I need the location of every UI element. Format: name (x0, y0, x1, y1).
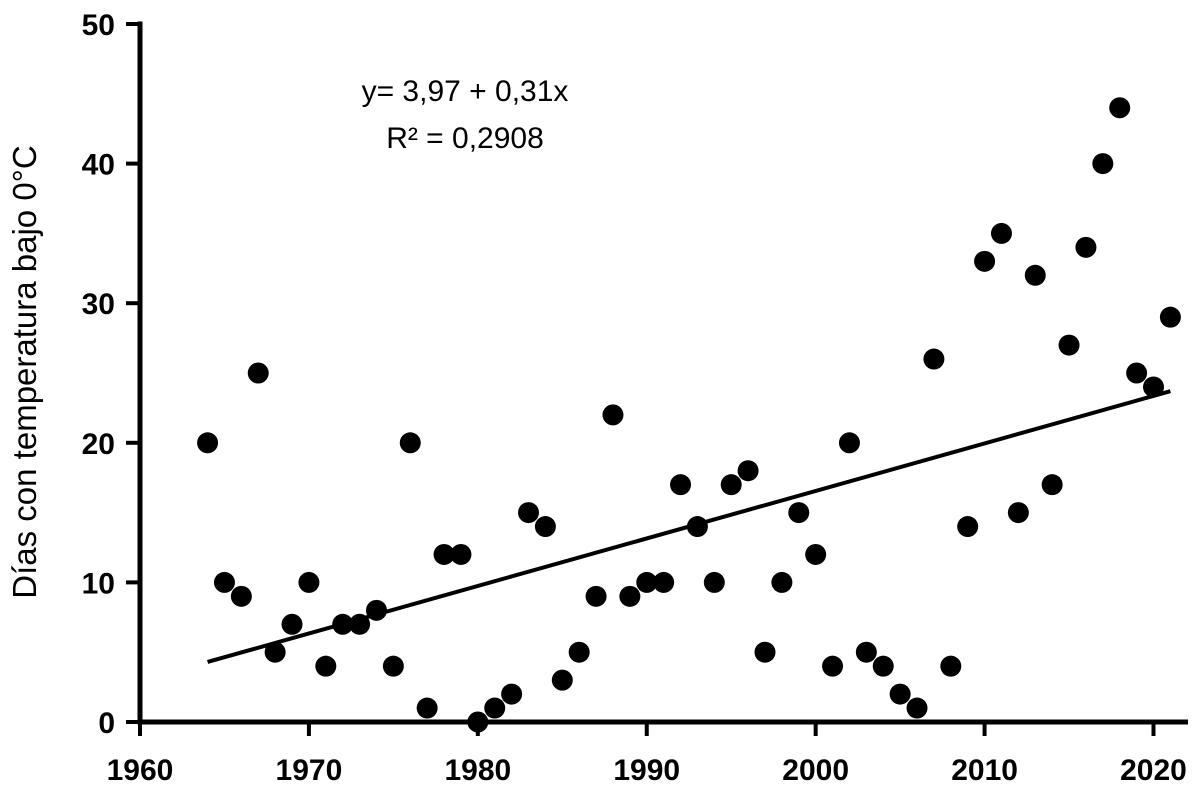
data-point (1041, 474, 1063, 496)
data-point (889, 683, 911, 705)
data-point (450, 543, 472, 565)
data-point (315, 655, 337, 677)
data-point (838, 432, 860, 454)
y-tick-label: 0 (98, 707, 115, 740)
data-point (501, 683, 523, 705)
data-point (365, 599, 387, 621)
x-tick-label: 2000 (782, 754, 849, 787)
data-point (906, 697, 928, 719)
data-point (349, 613, 371, 635)
y-axis-label: Días con temperatura bajo 0°C (6, 145, 43, 598)
data-point (1024, 264, 1046, 286)
data-point (1159, 306, 1181, 328)
regression-equation: y= 3,97 + 0,31x (362, 75, 569, 108)
data-point (484, 697, 506, 719)
data-point (467, 711, 489, 733)
data-point (855, 641, 877, 663)
data-point (788, 502, 810, 524)
data-point (399, 432, 421, 454)
data-point (602, 404, 624, 426)
data-point (703, 571, 725, 593)
data-point (264, 641, 286, 663)
data-point (720, 474, 742, 496)
data-point (754, 641, 776, 663)
data-point (957, 516, 979, 538)
data-point (771, 571, 793, 593)
y-tick-label: 30 (82, 288, 115, 321)
r-squared-label: R² = 0,2908 (386, 122, 544, 155)
data-point (990, 222, 1012, 244)
data-point (1058, 334, 1080, 356)
data-point (619, 585, 641, 607)
data-point (653, 571, 675, 593)
data-point (636, 571, 658, 593)
x-ticks: 1960 1970 1980 1990 2000 2010 2020 (107, 722, 1187, 787)
x-tick-label: 1990 (613, 754, 680, 787)
data-point (974, 250, 996, 272)
data-point (686, 516, 708, 538)
data-point (230, 585, 252, 607)
y-tick-label: 10 (82, 567, 115, 600)
data-point (281, 613, 303, 635)
data-points (197, 97, 1181, 733)
x-tick-label: 2010 (951, 754, 1018, 787)
data-point (585, 585, 607, 607)
x-tick-label: 1970 (276, 754, 343, 787)
data-point (940, 655, 962, 677)
data-point (518, 502, 540, 524)
y-ticks: 0 10 20 30 40 50 (82, 9, 140, 740)
data-point (534, 516, 556, 538)
data-point (551, 669, 573, 691)
data-point (298, 571, 320, 593)
axes (137, 21, 1188, 725)
x-tick-label: 2020 (1120, 754, 1187, 787)
data-point (805, 543, 827, 565)
data-point (433, 543, 455, 565)
data-point (332, 613, 354, 635)
data-point (1075, 236, 1097, 258)
data-point (822, 655, 844, 677)
x-tick-label: 1960 (107, 754, 174, 787)
y-tick-label: 40 (82, 149, 115, 182)
data-point (923, 348, 945, 370)
data-point (1007, 502, 1029, 524)
data-point (1126, 362, 1148, 384)
data-point (247, 362, 269, 384)
data-point (872, 655, 894, 677)
y-tick-label: 20 (82, 428, 115, 461)
data-point (568, 641, 590, 663)
data-point (213, 571, 235, 593)
x-tick-label: 1980 (444, 754, 511, 787)
data-point (382, 655, 404, 677)
data-point (416, 697, 438, 719)
data-point (1109, 97, 1131, 119)
data-point (737, 460, 759, 482)
data-point (670, 474, 692, 496)
data-point (197, 432, 219, 454)
y-tick-label: 50 (82, 9, 115, 42)
data-point (1143, 376, 1164, 398)
data-point (1092, 153, 1114, 175)
